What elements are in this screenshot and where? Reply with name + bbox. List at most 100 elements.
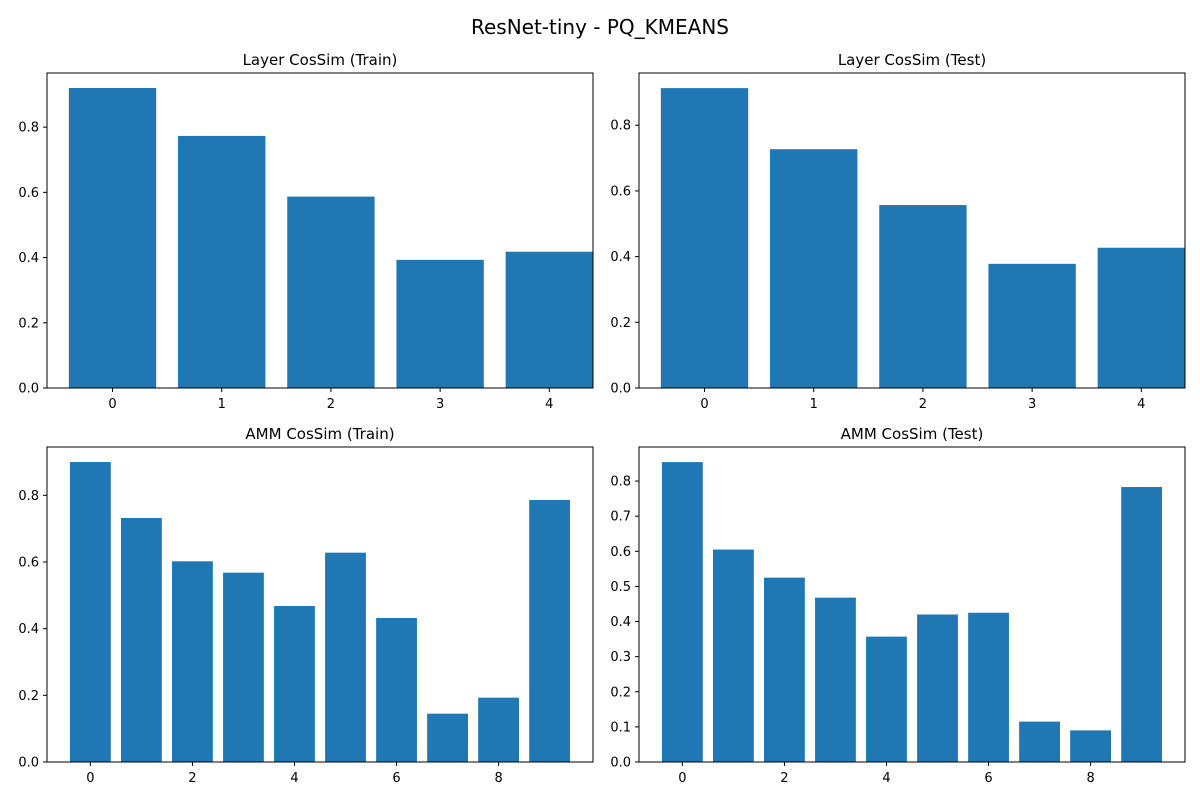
panel-layer-cossim-train: Layer CosSim (Train) 0.0 0.2 0.4 0.6 0.8 0 1 2…	[18, 51, 594, 412]
y-axis-ticks: 0.0 0.2 0.4 0.6 0.8	[18, 121, 47, 397]
y-tick-label: 0.1	[610, 720, 631, 735]
y-tick-label: 0.8	[18, 121, 39, 136]
bar-9	[1121, 487, 1163, 762]
x-tick-label: 0	[108, 397, 116, 412]
x-tick-label: 1	[218, 397, 226, 412]
bar-5	[325, 552, 366, 762]
y-tick-label: 0.6	[18, 556, 39, 571]
y-tick-label: 0.0	[610, 382, 631, 397]
bars	[660, 88, 1185, 389]
bar-2	[764, 577, 805, 762]
y-tick-label: 0.5	[610, 580, 631, 595]
bar-3	[815, 597, 856, 762]
y-tick-label: 0.0	[18, 382, 39, 397]
x-axis-ticks: 0 1 2 3 4	[108, 388, 553, 412]
bar-1	[120, 518, 162, 762]
x-tick-label: 4	[545, 397, 553, 412]
bars	[68, 88, 593, 388]
x-tick-label: 6	[984, 771, 992, 786]
figure-title: ResNet-tiny - PQ_KMEANS	[471, 15, 729, 39]
bar-4	[274, 606, 315, 762]
bars	[69, 462, 571, 762]
axes-frame	[638, 446, 1186, 763]
bar-7	[1019, 721, 1060, 762]
x-axis-ticks: 0 2 4 6 8	[86, 762, 503, 786]
x-tick-label: 6	[392, 771, 400, 786]
y-tick-label: 0.4	[610, 615, 631, 630]
y-axis-ticks: 0.0 0.1 0.2 0.3 0.4 0.5 0.6 0.7 0.8	[610, 475, 639, 771]
bar-1	[712, 549, 754, 762]
bar-1	[178, 135, 266, 388]
x-tick-label: 2	[919, 397, 927, 412]
bar-0	[660, 88, 749, 389]
axes-frame	[638, 72, 1186, 389]
y-tick-label: 0.4	[18, 622, 39, 637]
bar-4	[1097, 247, 1185, 388]
y-axis-ticks: 0.0 0.2 0.4 0.6 0.8	[18, 489, 47, 771]
x-tick-label: 3	[436, 397, 444, 412]
y-tick-label: 0.4	[610, 250, 631, 265]
bar-1	[770, 149, 858, 388]
axes-frame	[46, 446, 594, 763]
x-tick-label: 8	[1086, 771, 1094, 786]
x-axis-ticks: 0 2 4 6 8	[678, 762, 1095, 786]
panel-title: Layer CosSim (Train)	[243, 51, 398, 69]
y-tick-label: 0.2	[18, 689, 39, 704]
y-tick-label: 0.0	[610, 756, 631, 771]
y-tick-label: 0.2	[610, 685, 631, 700]
bar-4	[866, 636, 907, 762]
x-tick-label: 2	[780, 771, 788, 786]
bar-0	[68, 88, 157, 388]
x-tick-label: 4	[290, 771, 298, 786]
axes-frame	[46, 72, 594, 389]
bar-8	[1070, 730, 1112, 762]
y-tick-label: 0.8	[18, 489, 39, 504]
y-tick-label: 0.8	[610, 119, 631, 134]
x-tick-label: 4	[1137, 397, 1145, 412]
x-tick-label: 2	[327, 397, 335, 412]
bar-5	[917, 614, 958, 762]
y-tick-label: 0.2	[18, 316, 39, 331]
bar-6	[968, 612, 1009, 762]
bar-9	[529, 500, 571, 762]
panel-amm-cossim-test: AMM CosSim (Test) 0.00.10.20.30.40.50.60…	[610, 425, 1186, 786]
bar-3	[396, 259, 484, 388]
y-tick-label: 0.4	[18, 251, 39, 266]
y-tick-label: 0.6	[610, 184, 631, 199]
y-axis-ticks: 0.0 0.2 0.4 0.6 0.8	[610, 119, 639, 397]
bar-2	[879, 205, 967, 388]
x-tick-label: 3	[1028, 397, 1036, 412]
y-tick-label: 0.3	[610, 650, 631, 665]
bar-3	[988, 263, 1076, 388]
panel-layer-cossim-test: Layer CosSim (Test) 0.0 0.2 0.4 0.6 0.8 0 1 2 3…	[610, 51, 1186, 412]
y-tick-label: 0.0	[18, 756, 39, 771]
bar-7	[427, 713, 468, 762]
y-tick-label: 0.6	[610, 545, 631, 560]
bar-0	[661, 462, 703, 762]
y-tick-label: 0.8	[610, 475, 631, 490]
x-tick-label: 2	[188, 771, 196, 786]
panel-title: AMM CosSim (Test)	[841, 425, 984, 443]
bar-8	[478, 697, 520, 762]
bar-3	[223, 572, 264, 762]
bar-2	[287, 196, 375, 388]
x-tick-label: 0	[700, 397, 708, 412]
bar-0	[69, 462, 111, 762]
x-tick-label: 0	[678, 771, 686, 786]
bar-2	[172, 561, 213, 762]
panel-title: AMM CosSim (Train)	[245, 425, 394, 443]
x-axis-ticks: 0 1 2 3 4	[700, 388, 1145, 412]
bar-6	[376, 618, 417, 762]
y-tick-label: 0.2	[610, 316, 631, 331]
x-tick-label: 0	[86, 771, 94, 786]
panel-title: Layer CosSim (Test)	[838, 51, 986, 69]
x-tick-label: 8	[494, 771, 502, 786]
panel-amm-cossim-train: AMM CosSim (Train) 0.0 0.2 0.4 0.6 0.8 0 2 4 6 8	[18, 425, 594, 786]
x-tick-label: 1	[810, 397, 818, 412]
bars	[661, 462, 1163, 762]
y-tick-label: 0.6	[18, 186, 39, 201]
bar-4	[505, 251, 593, 388]
x-tick-label: 4	[882, 771, 890, 786]
y-tick-label: 0.7	[610, 510, 631, 525]
